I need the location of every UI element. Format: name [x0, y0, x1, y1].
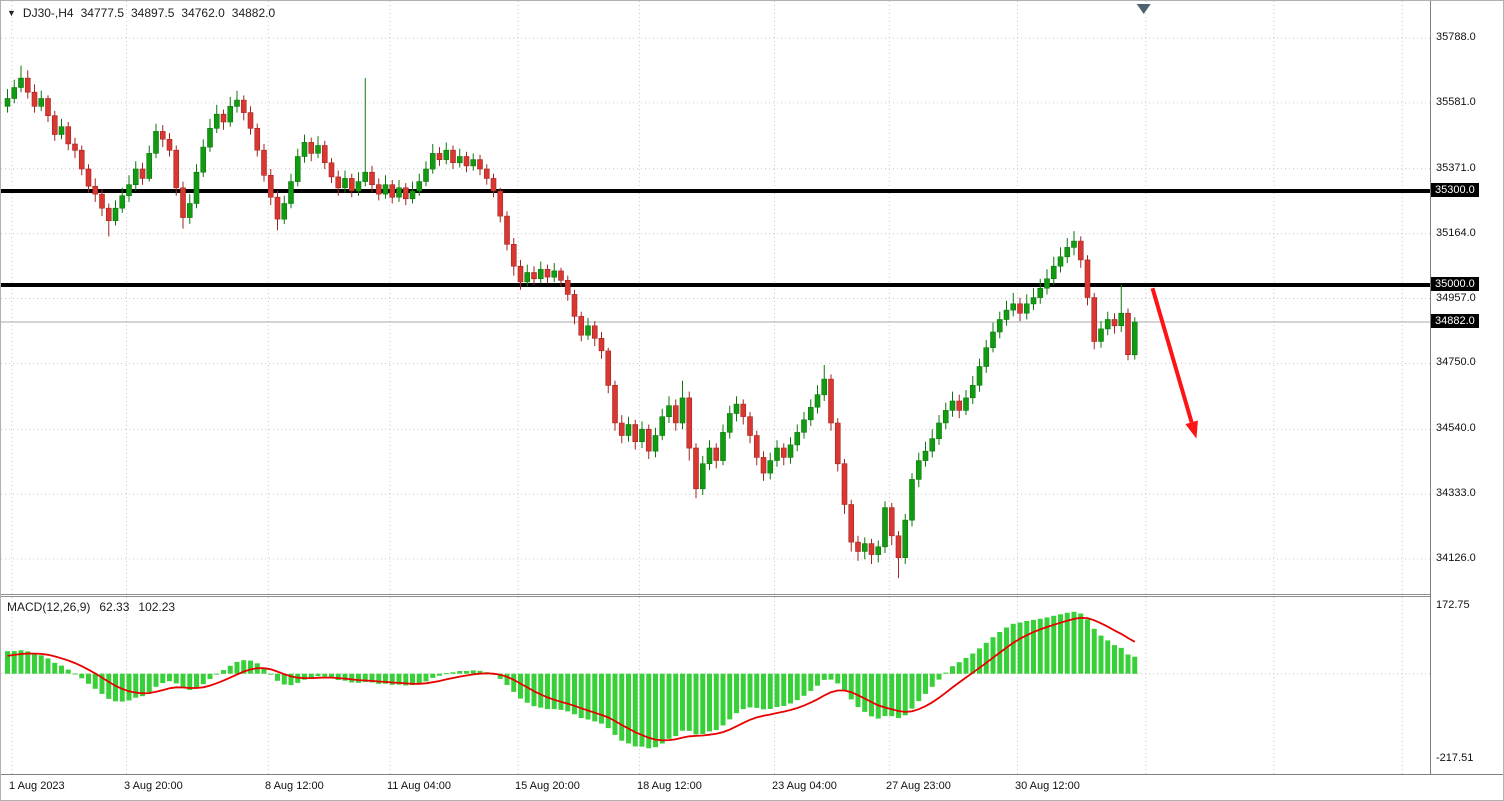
macd-scale-top-label: 172.75 — [1436, 599, 1470, 611]
ohlc-low-value: 34762.0 — [181, 6, 225, 20]
macd-signal-value: 102.23 — [138, 600, 176, 614]
symbol-period-label: DJ30-,H4 — [22, 6, 74, 20]
price-axis[interactable]: 35788.0 35581.0 35371.0 35164.0 34957.0 34750… — [1430, 1, 1503, 774]
ohlc-close-value: 34882.0 — [231, 6, 276, 20]
time-axis-label: 11 Aug 04:00 — [387, 780, 452, 792]
macd-name: MACD(12,26,9) — [7, 600, 91, 614]
time-axis-label: 3 Aug 20:00 — [124, 780, 183, 792]
time-axis-label: 27 Aug 23:00 — [886, 780, 951, 792]
ohlc-high-value: 34897.5 — [131, 6, 175, 20]
price-tick-label: 34333.0 — [1436, 487, 1476, 499]
time-axis-label: 18 Aug 12:00 — [637, 780, 702, 792]
macd-signal-line — [7, 616, 1136, 742]
price-tick-label: 34540.0 — [1436, 422, 1476, 434]
ohlc-open-value: 34777.5 — [80, 6, 124, 20]
symbol-dropdown-triangle-icon[interactable]: ▼ — [7, 7, 16, 18]
time-axis-label: 30 Aug 12:00 — [1015, 780, 1080, 792]
trend-arrow-head[interactable] — [1185, 420, 1198, 439]
time-axis-label: 23 Aug 04:00 — [772, 780, 837, 792]
time-axis-label: 1 Aug 2023 — [9, 780, 65, 792]
macd-indicator-label: MACD(12,26,9) 62.33 102.23 — [7, 600, 175, 614]
sr-level-price-label: 35000.0 — [1431, 277, 1479, 291]
trend-arrow[interactable] — [1150, 287, 1194, 423]
current-price-label: 34882.0 — [1431, 314, 1479, 328]
price-tick-label: 35788.0 — [1436, 31, 1476, 43]
panel-separator[interactable] — [1, 594, 1503, 597]
sr-level-price-label: 35300.0 — [1431, 183, 1479, 197]
macd-scale-bottom-label: -217.51 — [1436, 752, 1474, 764]
price-tick-label: 34126.0 — [1436, 552, 1476, 564]
macd-main-value: 62.33 — [99, 600, 130, 614]
price-tick-label: 35581.0 — [1436, 96, 1476, 108]
price-tick-label: 34750.0 — [1436, 356, 1476, 368]
chart-title: ▼ DJ30-,H4 34777.5 34897.5 34762.0 34882… — [7, 6, 275, 20]
price-chart-area[interactable] — [1, 1, 1430, 599]
candlestick-plot[interactable] — [1, 1, 1430, 594]
time-axis[interactable]: 1 Aug 2023 3 Aug 20:00 8 Aug 12:00 11 Aug 0… — [1, 774, 1503, 800]
chart-shift-marker-icon[interactable] — [1136, 4, 1151, 14]
price-tick-label: 35164.0 — [1436, 227, 1476, 239]
macd-plot[interactable] — [1, 597, 1430, 774]
macd-indicator-panel[interactable] — [1, 597, 1430, 779]
price-tick-label: 34957.0 — [1436, 292, 1476, 304]
price-tick-label: 35371.0 — [1436, 162, 1476, 174]
time-axis-label: 15 Aug 20:00 — [515, 780, 580, 792]
time-axis-label: 8 Aug 12:00 — [265, 780, 324, 792]
